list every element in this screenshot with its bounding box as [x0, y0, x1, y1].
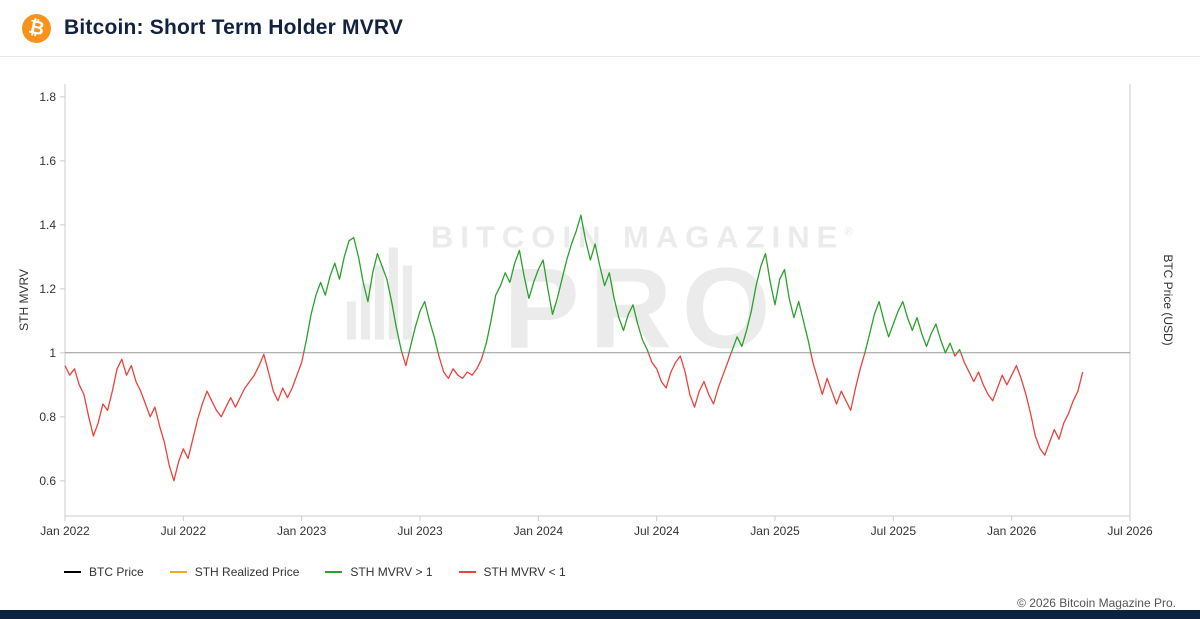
y-tick-label: 1.4 [39, 218, 56, 232]
legend-label: STH MVRV > 1 [350, 565, 433, 579]
legend-label: BTC Price [89, 565, 144, 579]
bottom-navy-bar [0, 610, 1200, 619]
header: ₿ Bitcoin: Short Term Holder MVRV [0, 0, 1200, 57]
y-tick-label: 1.6 [39, 154, 56, 168]
x-tick-label: Jul 2022 [161, 524, 207, 538]
y-axis-title-right: BTC Price (USD) [1161, 254, 1175, 345]
legend: BTC Price STH Realized Price STH MVRV > 1 S… [64, 565, 566, 579]
x-tick-label: Jul 2025 [871, 524, 917, 538]
x-tick-label: Jan 2026 [987, 524, 1037, 538]
legend-item-0[interactable]: BTC Price [64, 565, 144, 579]
x-tick-label: Jan 2023 [277, 524, 327, 538]
legend-swatch-icon [64, 571, 81, 573]
page-title: Bitcoin: Short Term Holder MVRV [64, 16, 404, 39]
legend-item-3[interactable]: STH MVRV < 1 [458, 565, 566, 579]
axis-frame [64, 84, 1131, 517]
y-tick-label: 1.2 [39, 282, 56, 296]
sth-mvrv-below-1-line [64, 352, 1084, 482]
bitcoin-logo-icon: ₿ [19, 10, 54, 46]
y-tick-label: 1.8 [39, 90, 56, 104]
x-tick-label: Jan 2022 [40, 524, 90, 538]
y-tick-label: 0.6 [39, 474, 56, 488]
legend-label: STH Realized Price [194, 565, 300, 579]
legend-swatch-icon [325, 571, 343, 573]
legend-label: STH MVRV < 1 [483, 565, 566, 579]
x-tick-label: Jan 2025 [750, 524, 800, 538]
sth-mvrv-chart[interactable]: 0.6 0.8 1 1.2 1.4 1.6 1.8 Jan 2022 Jul 2022 Jan 2… [0, 57, 1200, 541]
y-axis-title-left: STH MVRV [17, 269, 31, 331]
x-tick-label: Jan 2024 [514, 524, 564, 538]
chart-area: BITCOIN MAGAZINE® PRO 0.6 0.8 1 1.2 1.4 1.6 1.… [0, 57, 1200, 541]
x-tick-label: Jul 2023 [397, 524, 443, 538]
y-tick-label: 0.8 [39, 410, 56, 424]
legend-item-1[interactable]: STH Realized Price [169, 565, 300, 579]
x-tick-label: Jul 2024 [634, 524, 680, 538]
legend-swatch-icon [458, 571, 476, 573]
x-tick-label: Jul 2026 [1107, 524, 1153, 538]
copyright-text: © 2026 Bitcoin Magazine Pro. [1017, 596, 1176, 610]
y-tick-label: 1 [49, 346, 56, 360]
sth-mvrv-above-1-line [303, 214, 962, 354]
legend-swatch-icon [169, 571, 187, 573]
legend-item-2[interactable]: STH MVRV > 1 [325, 565, 433, 579]
